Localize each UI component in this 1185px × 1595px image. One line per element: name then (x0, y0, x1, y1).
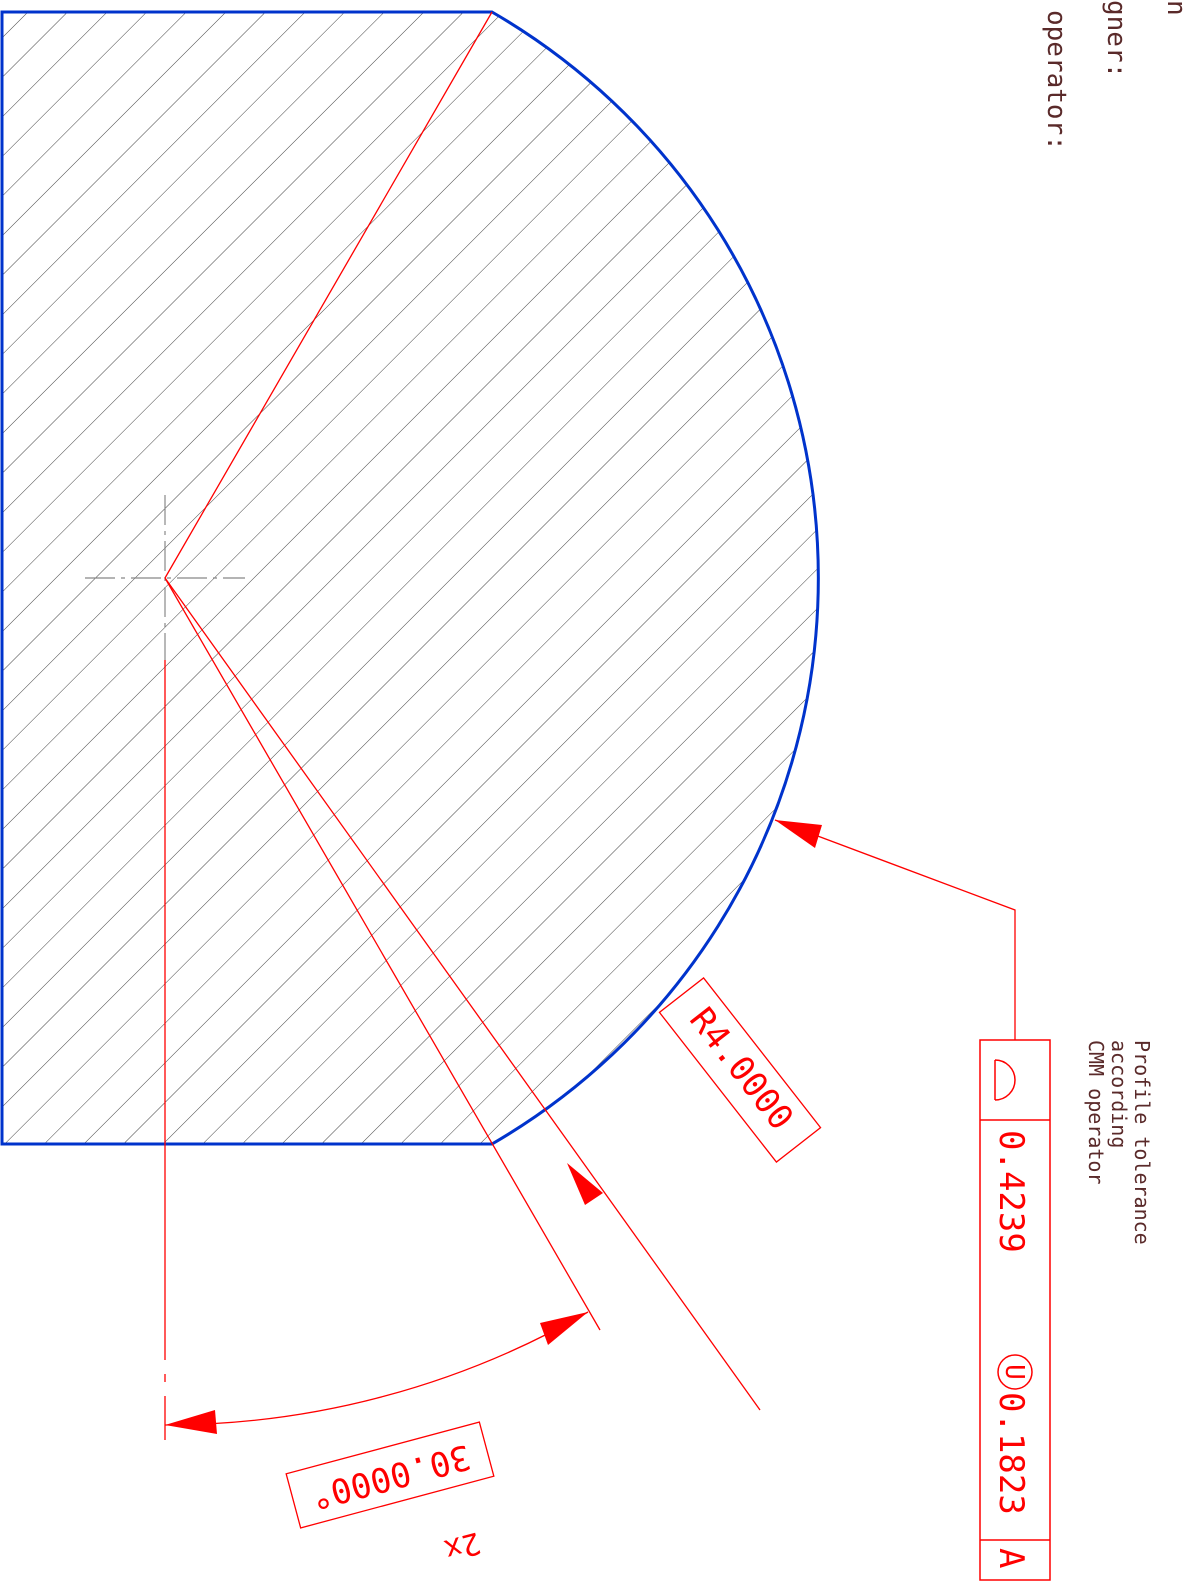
modifier: U (999, 1364, 1029, 1380)
section (0, 10, 820, 1146)
header-line: gner: (1101, 0, 1131, 78)
header-line: operator: (1041, 10, 1071, 151)
note-line: Profile tolerance (1130, 1040, 1154, 1245)
note-line: according (1107, 1040, 1131, 1148)
count-label: 2x (440, 1524, 484, 1567)
offset: 0.1823 (991, 1392, 1031, 1515)
note-line: CMM operator (1084, 1040, 1108, 1185)
radius-dim: R4.0000 (658, 976, 822, 1164)
tolerance: 0.4239 (991, 1130, 1031, 1253)
header-line: n (1161, 0, 1185, 16)
datum: A (991, 1548, 1031, 1568)
feature-control-frame (979, 1039, 1051, 1581)
construction (164, 11, 1016, 1440)
angle-label: 30.0000° (306, 1436, 475, 1517)
angle-dim: 30.0000° (285, 1421, 495, 1529)
arrows (165, 820, 822, 1434)
